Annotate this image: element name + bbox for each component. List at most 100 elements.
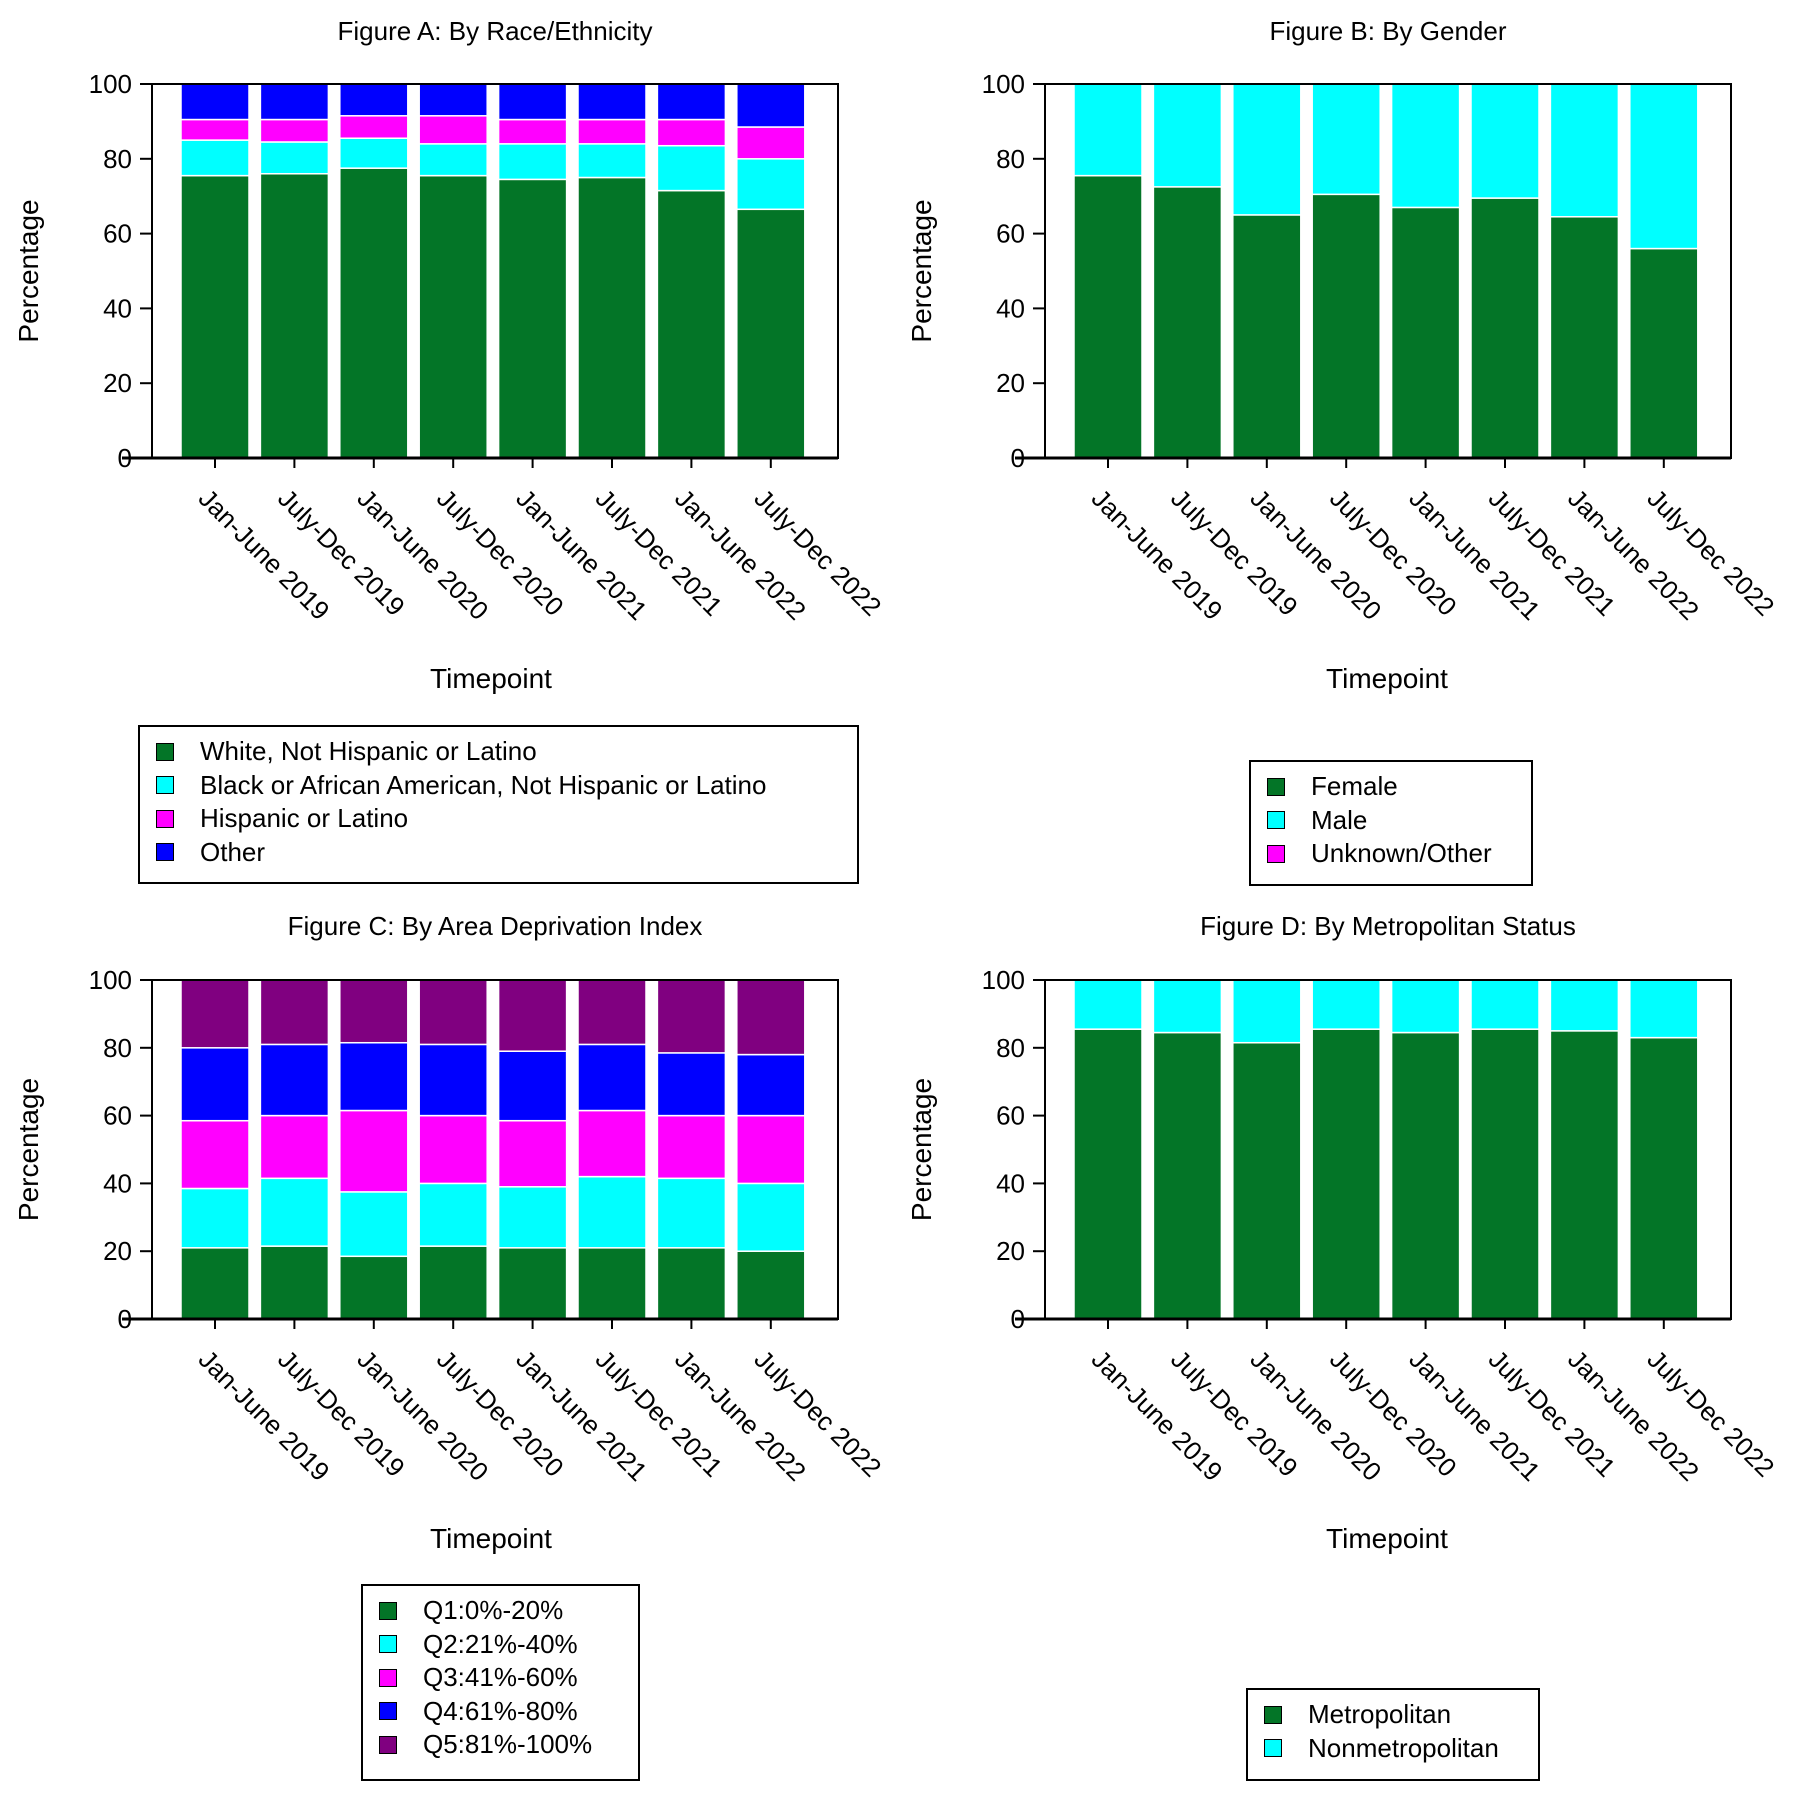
bar-segment-1 bbox=[1549, 83, 1620, 218]
bar-segment-2 bbox=[339, 1109, 409, 1193]
legend-metro: Metropolitan Nonmetropolitan bbox=[1246, 1688, 1540, 1781]
bar-segment-2 bbox=[259, 118, 330, 143]
y-tick-label: 100 bbox=[89, 69, 132, 99]
legend-label: White, Not Hispanic or Latino bbox=[200, 736, 537, 767]
bar-segment-3 bbox=[418, 83, 488, 117]
chart-title: Figure D: By Metropolitan Status bbox=[1200, 911, 1576, 941]
bar-segment-1 bbox=[497, 143, 568, 181]
chart-title: Figure A: By Race/Ethnicity bbox=[337, 16, 652, 46]
bar-segment-0 bbox=[656, 189, 727, 459]
legend-label: Q4:61%-80% bbox=[423, 1695, 578, 1726]
bar-segment-4 bbox=[577, 979, 647, 1046]
y-tick-label: 80 bbox=[996, 144, 1025, 174]
bar-segment-1 bbox=[736, 1182, 806, 1252]
bar-segment-0 bbox=[259, 173, 330, 459]
legend-swatch bbox=[1267, 777, 1285, 796]
y-axis-label: Percentage bbox=[906, 1078, 937, 1221]
legend-item-q3: Q3:41%-60% bbox=[379, 1661, 624, 1695]
bar-segment-0 bbox=[1232, 214, 1302, 459]
plot-area bbox=[152, 84, 838, 458]
bar-segment-1 bbox=[656, 1177, 727, 1249]
bar-segment-0 bbox=[180, 1247, 250, 1320]
y-tick-label: 100 bbox=[982, 69, 1025, 99]
legend-swatch bbox=[379, 1735, 397, 1754]
bar-segment-1 bbox=[259, 141, 330, 175]
bar-segment-0 bbox=[1152, 1031, 1223, 1320]
legend-gender: Female Male Unknown/Other bbox=[1249, 760, 1533, 886]
bar-segment-4 bbox=[497, 979, 568, 1052]
legend-swatch bbox=[379, 1702, 397, 1721]
y-tick-label: 20 bbox=[996, 1236, 1025, 1266]
bar-segment-1 bbox=[1232, 83, 1302, 216]
legend-swatch bbox=[1267, 844, 1285, 863]
bar-segment-4 bbox=[259, 979, 330, 1046]
bar-segment-2 bbox=[736, 126, 806, 160]
bar-segment-3 bbox=[497, 83, 568, 121]
legend-label: Other bbox=[200, 836, 266, 867]
y-tick-label: 100 bbox=[982, 965, 1025, 995]
bar-segment-1 bbox=[180, 139, 250, 177]
x-axis-label: Timepoint bbox=[1326, 1523, 1448, 1554]
bar-segment-2 bbox=[656, 118, 727, 147]
y-tick-label: 60 bbox=[996, 1101, 1025, 1131]
bar-segment-0 bbox=[1073, 1028, 1143, 1320]
legend-race: White, Not Hispanic or Latino Black or A… bbox=[138, 725, 859, 884]
legend-label: Q3:41%-60% bbox=[423, 1662, 578, 1693]
bar-segment-0 bbox=[1311, 1028, 1381, 1320]
bar-segment-1 bbox=[180, 1187, 250, 1249]
legend-label: Nonmetropolitan bbox=[1308, 1732, 1499, 1763]
legend-swatch bbox=[1264, 1739, 1282, 1758]
y-tick-label: 0 bbox=[1011, 443, 1025, 473]
bar-segment-0 bbox=[1549, 216, 1620, 459]
bar-segment-1 bbox=[1390, 83, 1461, 209]
bar-segment-2 bbox=[577, 1109, 647, 1178]
x-axis-label: Timepoint bbox=[430, 1523, 552, 1554]
bar-segment-3 bbox=[497, 1050, 568, 1122]
y-tick-label: 80 bbox=[103, 144, 132, 174]
bar-segment-1 bbox=[1232, 979, 1302, 1044]
legend-swatch bbox=[379, 1601, 397, 1620]
bar-segment-0 bbox=[656, 1247, 727, 1320]
bar-segment-1 bbox=[1152, 979, 1223, 1034]
bar-segment-2 bbox=[497, 118, 568, 145]
bar-segment-3 bbox=[180, 83, 250, 121]
bar-segment-0 bbox=[577, 1247, 647, 1320]
legend-swatch bbox=[379, 1635, 397, 1654]
chart-panel-3: Figure D: By Metropolitan StatusJan-June… bbox=[906, 911, 1780, 1554]
legend-item-male: Male bbox=[1267, 804, 1517, 838]
legend-item-unknown: Unknown/Other bbox=[1267, 837, 1517, 871]
bar-segment-2 bbox=[418, 115, 488, 145]
bar-segment-0 bbox=[418, 1245, 488, 1320]
y-axis-label: Percentage bbox=[13, 199, 44, 342]
bar-segment-0 bbox=[1549, 1030, 1620, 1320]
bar-segment-3 bbox=[418, 1043, 488, 1117]
chart-title: Figure C: By Area Deprivation Index bbox=[288, 911, 703, 941]
legend-swatch bbox=[379, 1668, 397, 1687]
bar-segment-0 bbox=[418, 174, 488, 459]
bar-segment-3 bbox=[577, 1043, 647, 1112]
bar-segment-0 bbox=[1470, 197, 1540, 459]
bar-segment-1 bbox=[1390, 979, 1461, 1034]
legend-item-female: Female bbox=[1267, 770, 1517, 804]
y-tick-label: 0 bbox=[1011, 1304, 1025, 1334]
legend-label: Black or African American, Not Hispanic … bbox=[200, 769, 767, 800]
bar-segment-0 bbox=[1232, 1041, 1302, 1320]
legend-label: Female bbox=[1311, 771, 1398, 802]
bar-segment-3 bbox=[259, 1043, 330, 1117]
y-tick-label: 80 bbox=[996, 1033, 1025, 1063]
legend-label: Metropolitan bbox=[1308, 1699, 1452, 1730]
bar-segment-0 bbox=[736, 208, 806, 459]
legend-item-hispanic: Hispanic or Latino bbox=[156, 802, 843, 836]
legend-label: Q2:21%-40% bbox=[423, 1628, 578, 1659]
bar-segment-4 bbox=[418, 979, 488, 1046]
legend-item-q2: Q2:21%-40% bbox=[379, 1628, 624, 1662]
legend-swatch bbox=[1267, 811, 1285, 830]
y-tick-label: 20 bbox=[103, 1236, 132, 1266]
bar-segment-0 bbox=[180, 174, 250, 459]
bar-segment-0 bbox=[1152, 186, 1223, 459]
legend-label: Unknown/Other bbox=[1311, 838, 1492, 869]
legend-item-nonmetropolitan: Nonmetropolitan bbox=[1264, 1732, 1524, 1766]
